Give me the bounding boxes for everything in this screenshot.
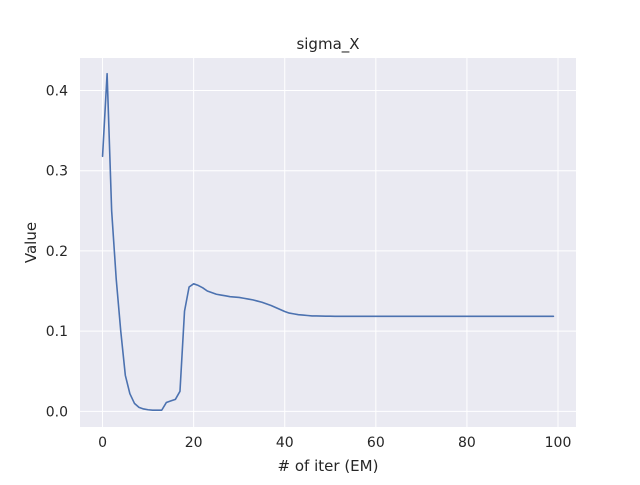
series-layer	[101, 72, 555, 411]
x-tick-labels: 0 20 40 60 80 100	[98, 435, 571, 451]
y-tick-label: 0.0	[46, 404, 68, 420]
series-line	[101, 72, 555, 411]
y-tick-label: 0.4	[46, 83, 68, 99]
x-tick-label: 20	[185, 435, 203, 451]
x-tick-label: 40	[276, 435, 294, 451]
y-tick-label: 0.1	[46, 324, 68, 340]
x-tick-label: 60	[367, 435, 385, 451]
y-tick-label: 0.2	[46, 244, 68, 260]
y-axis-label: Value	[22, 222, 40, 263]
plot-area	[80, 58, 576, 427]
x-axis-label: # of iter (EM)	[278, 457, 379, 475]
grid-lines	[80, 58, 576, 427]
x-tick-label: 100	[545, 435, 572, 451]
x-tick-label: 0	[98, 435, 107, 451]
y-tick-label: 0.3	[46, 164, 68, 180]
chart-title: sigma_X	[296, 35, 359, 54]
y-tick-labels: 0.0 0.1 0.2 0.3 0.4	[46, 83, 68, 420]
x-tick-label: 80	[458, 435, 476, 451]
